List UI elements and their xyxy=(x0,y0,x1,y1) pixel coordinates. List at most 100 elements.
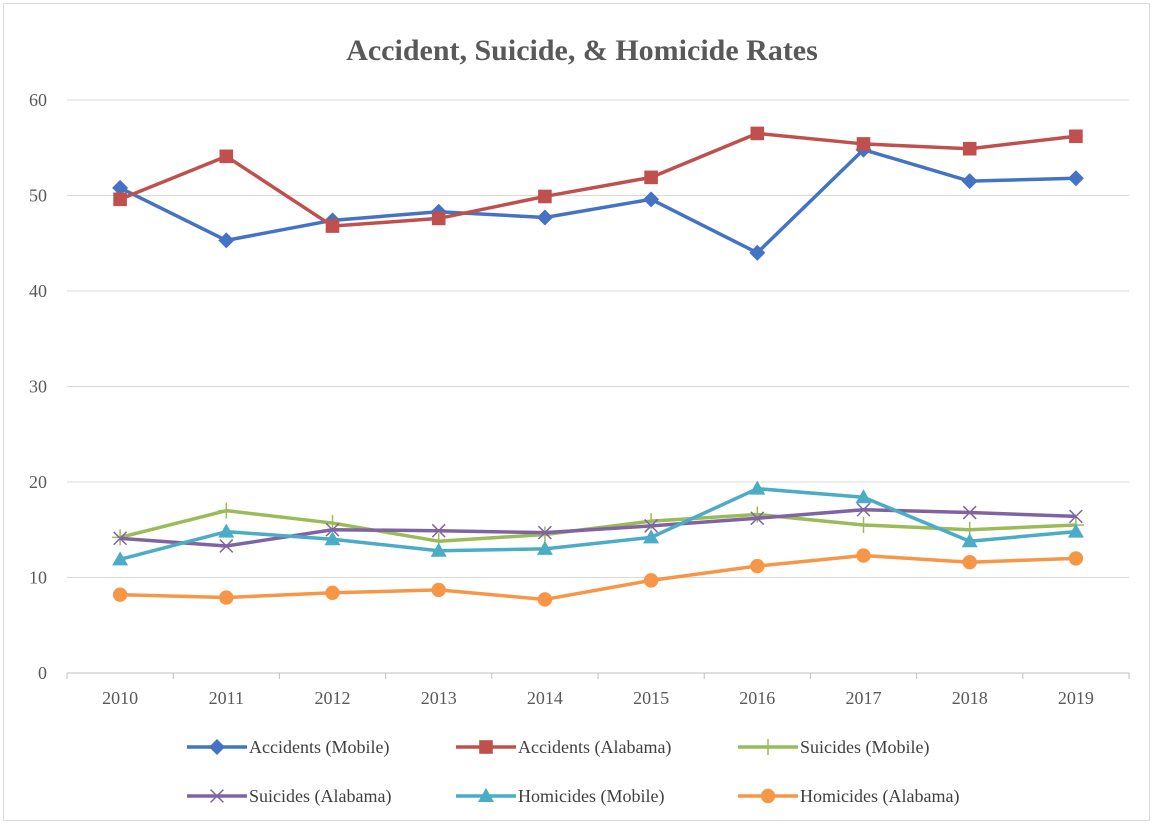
data-point xyxy=(219,539,234,553)
data-point xyxy=(961,533,978,548)
x-tick-label: 2015 xyxy=(633,688,669,708)
legend-item: Homicides (Alabama) xyxy=(738,786,959,807)
legend-marker xyxy=(210,789,224,803)
data-point xyxy=(961,173,978,190)
series-suicides-alabama xyxy=(113,502,1083,553)
plot-area xyxy=(112,126,1084,607)
data-point xyxy=(218,523,235,538)
data-point xyxy=(749,480,766,495)
y-tick-label: 40 xyxy=(29,281,47,301)
legend-item: Homicides (Mobile) xyxy=(456,786,664,807)
data-point xyxy=(112,179,129,196)
y-tick-label: 50 xyxy=(29,186,47,206)
legend-label: Suicides (Alabama) xyxy=(249,786,391,807)
series-accidents-mobile xyxy=(112,141,1084,261)
legend-label: Accidents (Mobile) xyxy=(249,737,389,758)
axes: 0 10 20 30 40 50 60 2010 2011 2012 2013 2014 2015 201… xyxy=(29,90,1130,708)
data-point xyxy=(537,525,552,540)
data-point xyxy=(750,558,765,574)
data-point xyxy=(1067,170,1084,187)
legend: Accidents (Mobile) Accidents (Alabama) Sui… xyxy=(187,737,959,807)
data-point xyxy=(325,522,340,537)
series-line xyxy=(120,553,1076,602)
x-tick-label: 2010 xyxy=(102,688,138,708)
data-point xyxy=(324,531,341,546)
x-tick-label: 2018 xyxy=(952,688,988,708)
data-point xyxy=(431,523,446,538)
data-point xyxy=(112,551,129,566)
data-point xyxy=(112,587,128,602)
data-point xyxy=(537,592,553,607)
y-tick-label: 30 xyxy=(29,377,47,397)
data-point xyxy=(644,170,658,185)
x-tick-label: 2016 xyxy=(739,688,775,708)
x-tick-label: 2012 xyxy=(315,688,351,708)
data-point xyxy=(536,526,553,543)
legend-item: Accidents (Mobile) xyxy=(187,737,389,758)
legend-label: Homicides (Mobile) xyxy=(518,786,664,807)
data-point xyxy=(325,219,340,233)
data-point xyxy=(643,191,660,208)
data-point xyxy=(113,192,127,207)
chart-frame xyxy=(3,3,1150,821)
data-point xyxy=(643,573,659,588)
x-tick-label: 2013 xyxy=(421,688,457,708)
data-point xyxy=(749,244,766,261)
series-homicides-alabama xyxy=(112,548,1084,607)
y-tick-label: 10 xyxy=(29,568,47,588)
series-homicides-mobile xyxy=(112,480,1084,566)
legend-marker xyxy=(478,788,494,802)
x-tick-label: 2014 xyxy=(527,688,563,708)
chart-title: Accident, Suicide, & Homicide Rates xyxy=(346,34,818,67)
legend-label: Suicides (Mobile) xyxy=(800,737,929,758)
y-tick-label: 20 xyxy=(29,472,47,492)
y-tick-label: 0 xyxy=(38,663,47,683)
x-tick-label: 2019 xyxy=(1058,688,1094,708)
data-point xyxy=(856,502,871,517)
data-point xyxy=(218,232,235,249)
data-point xyxy=(218,502,235,519)
data-point xyxy=(643,529,660,544)
legend-item: Suicides (Mobile) xyxy=(738,737,929,758)
data-point xyxy=(536,209,553,226)
legend-label: Homicides (Alabama) xyxy=(800,786,959,807)
data-point xyxy=(855,516,872,533)
series-line xyxy=(119,486,1077,562)
legend-item: Suicides (Alabama) xyxy=(187,786,391,807)
data-point xyxy=(1068,509,1083,524)
legend-marker xyxy=(209,739,225,755)
data-point xyxy=(750,511,765,526)
series-line xyxy=(119,147,1076,255)
data-point xyxy=(219,149,234,164)
series-line xyxy=(119,131,1077,228)
data-point xyxy=(855,489,872,504)
x-tick-label: 2017 xyxy=(846,688,882,708)
legend-marker xyxy=(479,740,493,754)
data-point xyxy=(538,189,552,204)
legend-item: Accidents (Alabama) xyxy=(456,737,671,758)
data-point xyxy=(431,582,446,598)
series-line xyxy=(119,507,1076,548)
data-point xyxy=(962,505,977,520)
legend-label: Accidents (Alabama) xyxy=(518,737,671,758)
data-point xyxy=(644,518,659,533)
data-point xyxy=(113,531,128,546)
data-point xyxy=(856,548,871,563)
x-tick-label: 2011 xyxy=(209,688,244,708)
legend-marker xyxy=(760,739,776,755)
legend-marker xyxy=(760,788,776,804)
data-point xyxy=(219,590,234,605)
data-point xyxy=(856,137,871,151)
data-point xyxy=(1067,523,1084,538)
data-point xyxy=(962,141,977,156)
y-tick-label: 60 xyxy=(29,90,47,110)
data-point xyxy=(430,542,447,557)
data-point xyxy=(1069,129,1083,144)
data-point xyxy=(1068,551,1084,566)
data-point xyxy=(536,540,553,555)
data-point xyxy=(431,211,446,226)
data-point xyxy=(325,585,340,600)
gridlines xyxy=(67,99,1129,578)
series-accidents-alabama xyxy=(113,126,1083,233)
